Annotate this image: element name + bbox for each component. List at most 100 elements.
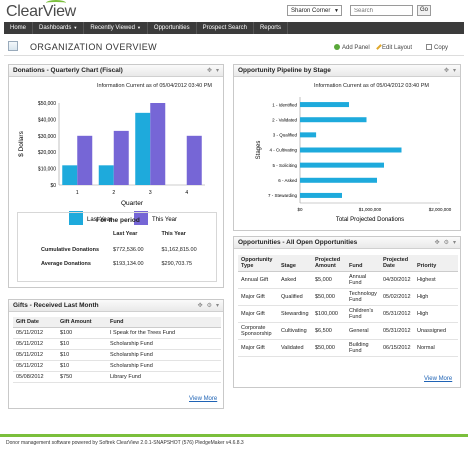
chevron-down-icon: ▼ [136, 25, 141, 30]
gifts-table: Gift Date Gift Amount Fund 05/11/2012 $100 I … [13, 317, 221, 383]
gifts-view-more-link[interactable]: View More [189, 396, 218, 402]
table-cell: 05/31/2012 [380, 305, 414, 323]
go-button[interactable]: Go [417, 5, 431, 16]
table-row[interactable]: 05/11/2012 $10 Scholarship Fund [13, 338, 221, 350]
column-header[interactable]: Projected Amount [312, 255, 346, 272]
column-header[interactable]: Gift Date [13, 317, 57, 328]
y-tick-label: 1 - Identified [272, 102, 297, 107]
table-row[interactable]: Major Gift Stewarding $100,000 Children's F… [238, 305, 458, 323]
table-cell: 06/15/2012 [380, 339, 414, 357]
table-row[interactable]: Major Gift Qualified $50,000 Technology Fun… [238, 288, 458, 306]
column-header[interactable]: Stage [278, 255, 312, 272]
y-tick-label: 6 - Asked [278, 178, 297, 183]
edit-layout-button[interactable]: Edit Layout [376, 44, 412, 51]
pipeline-panel: Opportunity Pipeline by Stage ✥ ▾ Inform… [233, 64, 461, 231]
bar-last-year[interactable] [135, 112, 151, 185]
pipeline-bar[interactable] [300, 102, 349, 108]
info-current: Information Current as of 05/04/2012 03:… [314, 83, 429, 89]
period-this-value: $290,703.75 [161, 261, 193, 267]
table-cell: General [346, 322, 380, 340]
column-header[interactable]: Gift Amount [57, 317, 107, 328]
column-header[interactable]: Priority [414, 255, 458, 272]
gear-icon[interactable]: ⚙ [206, 303, 212, 309]
period-row-label: Average Donations [41, 261, 91, 267]
move-icon[interactable]: ✥ [197, 303, 203, 309]
column-header[interactable]: Opportunity Type [238, 255, 278, 272]
bar-this-year[interactable] [186, 135, 202, 185]
table-row[interactable]: Annual Gift Asked $5,000 Annual Fund 04/30/2… [238, 271, 458, 289]
table-cell: Asked [278, 271, 312, 289]
table-cell: Highest [414, 271, 458, 289]
chevron-down-icon: ▼ [334, 8, 339, 14]
copy-button[interactable]: Copy [426, 44, 448, 51]
table-row[interactable]: Major Gift Validated $50,000 Building Fund 0… [238, 339, 458, 357]
chevron-down-icon[interactable]: ▾ [452, 68, 456, 74]
bar-last-year[interactable] [62, 165, 78, 185]
chevron-down-icon[interactable]: ▾ [215, 68, 219, 74]
x-tick-label: 2 [112, 190, 115, 196]
table-row[interactable]: 05/11/2012 $100 I Speak for the Trees Fund [13, 327, 221, 339]
nav-item-opportunities[interactable]: Opportunities [148, 22, 197, 34]
panel-title: Donations - Quarterly Chart (Fiscal) [13, 67, 123, 74]
table-cell: $100 [57, 327, 107, 339]
nav-item-reports[interactable]: Reports [254, 22, 288, 34]
chevron-down-icon: ▼ [73, 25, 78, 30]
nav-item-label: Home [10, 25, 27, 31]
bar-last-year[interactable] [98, 165, 114, 185]
x-tick-label: 1 [76, 190, 79, 196]
add-panel-button[interactable]: Add Panel [334, 44, 370, 51]
pipeline-bar[interactable] [300, 132, 317, 138]
table-row[interactable]: 05/11/2012 $10 Scholarship Fund [13, 349, 221, 361]
y-tick-label: 3 - Qualified [273, 133, 298, 138]
column-header[interactable]: Fund [107, 317, 221, 328]
table-cell: $750 [57, 371, 107, 383]
table-cell: 05/11/2012 [13, 349, 57, 361]
clearview-logo[interactable]: ClearView [6, 0, 76, 21]
table-row[interactable]: Corporate Sponsorship Cultivating $6,500 Ge… [238, 322, 458, 340]
pipeline-bar[interactable] [300, 162, 384, 168]
chevron-down-icon[interactable]: ▾ [452, 240, 456, 246]
table-cell: Major Gift [238, 305, 278, 323]
nav-item-prospect-search[interactable]: Prospect Search [197, 22, 254, 34]
search-input[interactable] [350, 5, 413, 16]
opportunities-view-more-link[interactable]: View More [424, 376, 453, 382]
add-panel-label: Add Panel [342, 45, 370, 51]
add-icon [334, 44, 340, 50]
nav-item-label: Prospect Search [202, 25, 247, 31]
column-header[interactable]: Projected Date [380, 255, 414, 272]
table-row[interactable]: 05/11/2012 $10 Scholarship Fund [13, 360, 221, 372]
pipeline-bar[interactable] [300, 177, 377, 183]
nav-item-recently-viewed[interactable]: Recently Viewed ▼ [84, 22, 148, 34]
user-select[interactable]: Sharon Corner ▼ [287, 5, 342, 16]
gear-icon[interactable]: ⚙ [443, 240, 449, 246]
col-this-year: This Year [161, 231, 186, 237]
table-row[interactable]: 05/08/2012 $750 Library Fund [13, 371, 221, 383]
pipeline-bar[interactable] [300, 117, 367, 123]
period-row-label: Cumulative Donations [41, 247, 100, 253]
y-tick-label: $0 [50, 183, 56, 189]
y-tick-label: 2 - Validated [272, 117, 297, 122]
pipeline-chart: 1 - Identified 2 - Validated 3 - Qualified… [256, 97, 452, 223]
nav-item-dashboards[interactable]: Dashboards ▼ [33, 22, 85, 34]
table-cell: 05/11/2012 [13, 327, 57, 339]
move-icon[interactable]: ✥ [443, 68, 449, 74]
period-title: For the period [96, 217, 140, 224]
table-cell: $10 [57, 349, 107, 361]
move-icon[interactable]: ✥ [434, 240, 440, 246]
period-this-value: $1,162,815.00 [161, 247, 197, 253]
bar-this-year[interactable] [77, 135, 93, 185]
move-icon[interactable]: ✥ [206, 68, 212, 74]
donations-panel: Donations - Quarterly Chart (Fiscal) ✥ ▾… [8, 64, 224, 288]
pipeline-bar[interactable] [300, 147, 402, 153]
y-tick-label: 7 - Stewarding [268, 193, 298, 198]
bar-this-year[interactable] [150, 103, 166, 185]
column-header[interactable]: Fund [346, 255, 380, 272]
bar-this-year[interactable] [113, 130, 129, 185]
pipeline-bar[interactable] [300, 192, 342, 198]
panel-header: Gifts - Received Last Month ✥ ⚙ ▾ [9, 300, 223, 312]
y-tick-label: $20,000 [38, 150, 56, 156]
chevron-down-icon[interactable]: ▾ [215, 303, 219, 309]
gifts-panel: Gifts - Received Last Month ✥ ⚙ ▾ Gift D… [8, 299, 224, 409]
table-cell: Library Fund [107, 371, 221, 383]
nav-item-home[interactable]: Home [4, 22, 34, 34]
